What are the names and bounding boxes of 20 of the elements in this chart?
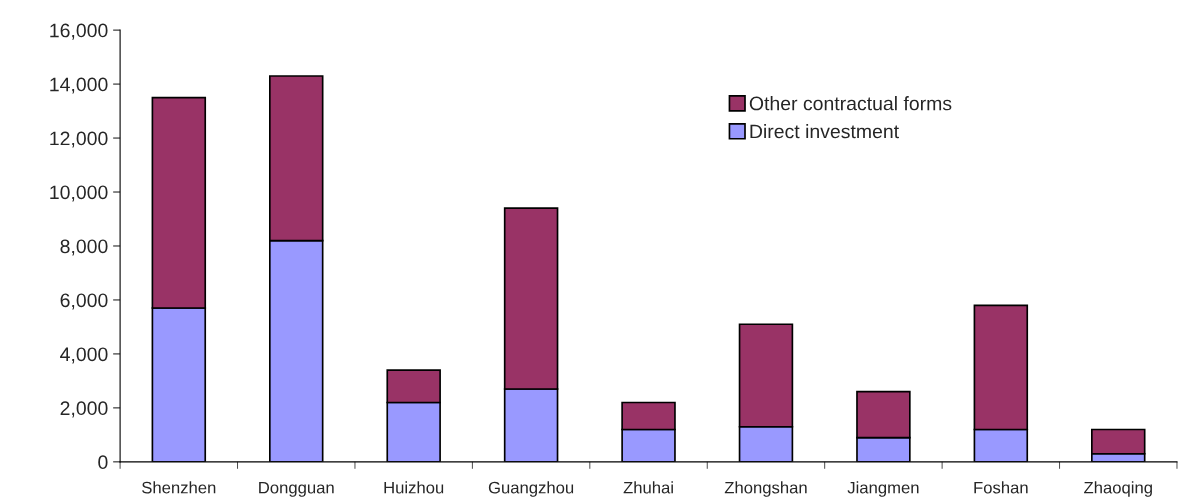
legend-label: Direct investment <box>750 124 899 139</box>
x-tick-label: Zhuhai <box>623 481 673 494</box>
y-tick-label: 12,000 <box>50 131 108 148</box>
x-tick-label: Guangzhou <box>488 481 574 497</box>
y-tick-label: 10,000 <box>50 185 108 202</box>
y-tick-label: 2,000 <box>60 401 108 418</box>
x-tick-label: Shenzhen <box>142 481 216 494</box>
legend-label: Other contractual forms <box>749 96 952 111</box>
y-tick-label: 6,000 <box>60 293 108 310</box>
x-tick-label: Huizhou <box>384 481 444 494</box>
x-tick-label: Zhaoqing <box>1084 481 1152 497</box>
x-tick-label: Dongguan <box>259 481 334 497</box>
y-tick-label: 4,000 <box>60 347 108 364</box>
x-tick-label: Zhongshan <box>724 481 807 497</box>
x-tick-label: Foshan <box>974 481 1028 494</box>
y-tick-label: 8,000 <box>60 239 108 256</box>
y-tick-label: 14,000 <box>50 77 108 94</box>
y-tick-label: 16,000 <box>50 23 108 40</box>
x-tick-label: Jiangmen <box>847 481 919 497</box>
y-tick-label: 0 <box>98 455 108 470</box>
